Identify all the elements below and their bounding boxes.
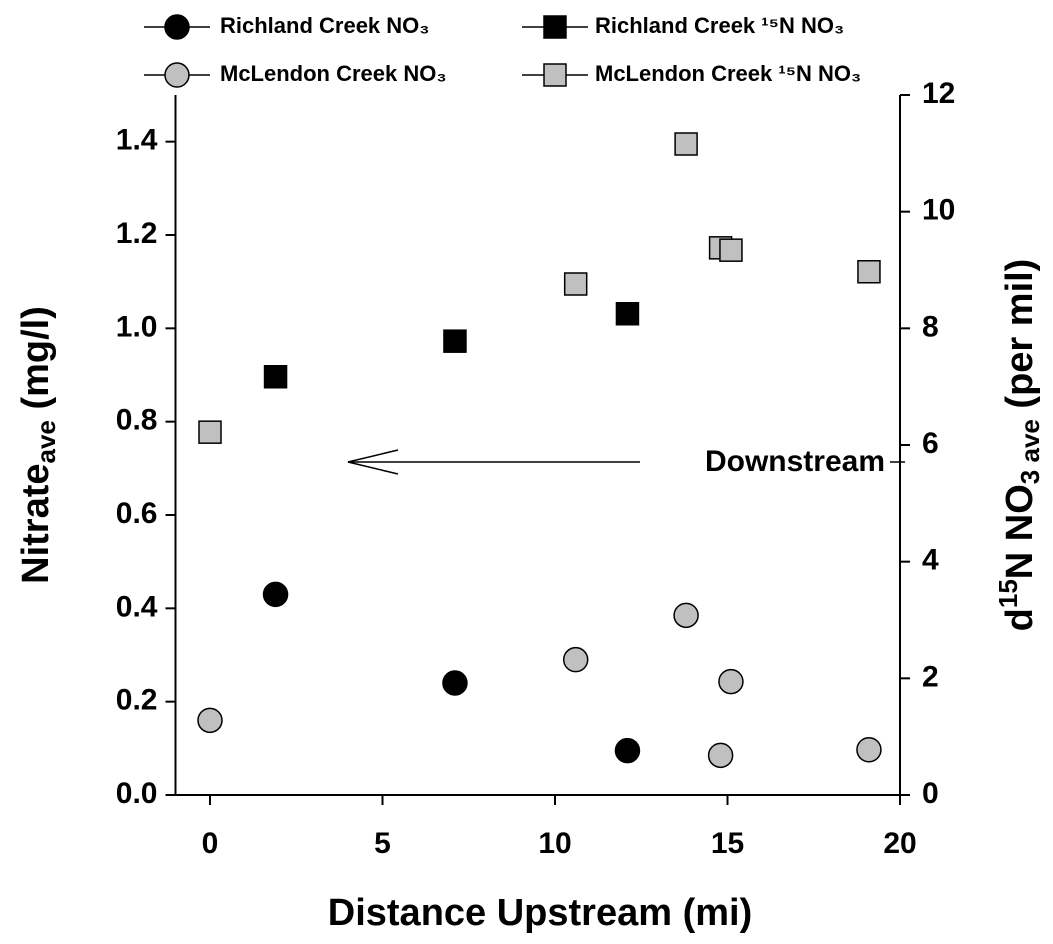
marker-square bbox=[674, 132, 698, 156]
y-tick-label: 0.4 bbox=[116, 590, 158, 623]
arrow-head bbox=[347, 449, 399, 475]
x-tick-label: 10 bbox=[538, 827, 571, 860]
x-tick-label: 5 bbox=[374, 827, 391, 860]
marker-square bbox=[443, 329, 467, 353]
y-tick-label: 0.2 bbox=[116, 684, 158, 717]
x-tick-label: 15 bbox=[711, 827, 744, 860]
y-label-part: (mg/l) bbox=[15, 306, 57, 420]
marker-square bbox=[198, 420, 222, 444]
marker-circle bbox=[262, 581, 289, 608]
x-tick-label: 0 bbox=[202, 827, 219, 860]
marker-square bbox=[615, 302, 640, 326]
marker-square bbox=[563, 272, 588, 296]
marker-square bbox=[857, 260, 881, 284]
annotation: Downstream bbox=[705, 445, 885, 478]
marker-circle bbox=[614, 737, 641, 764]
y2-label-sub: 3 ave bbox=[1015, 419, 1045, 484]
marker-square bbox=[263, 365, 288, 389]
marker-circle bbox=[442, 670, 468, 696]
y2-label-part: (per mil) bbox=[999, 259, 1041, 419]
y2-label-sup: 15 bbox=[993, 579, 1023, 608]
y-label-sub: ave bbox=[31, 420, 61, 463]
marker-square bbox=[543, 15, 567, 39]
y-tick-label: 0.8 bbox=[116, 404, 158, 437]
y2-tick-label: 6 bbox=[922, 427, 939, 460]
y2-tick-label: 4 bbox=[922, 544, 939, 577]
legend-label: McLendon Creek ¹⁵N NO₃ bbox=[595, 61, 861, 86]
marker-circle bbox=[197, 707, 223, 734]
y2-tick-label: 10 bbox=[922, 194, 955, 227]
legend-label: McLendon Creek NO₃ bbox=[220, 61, 447, 86]
y2-tick-label: 2 bbox=[922, 660, 939, 693]
y2-label-part: d bbox=[999, 608, 1041, 631]
legend-label: Richland Creek NO₃ bbox=[220, 13, 429, 38]
y-tick-label: 1.2 bbox=[116, 217, 158, 250]
legend-label: Richland Creek ¹⁵N NO₃ bbox=[595, 13, 844, 38]
x-tick-label: 20 bbox=[883, 827, 916, 860]
marker-circle bbox=[562, 646, 589, 673]
y2-axis-label: d15N NO3 ave (per mil) bbox=[993, 259, 1045, 632]
y-tick-label: 1.4 bbox=[116, 124, 158, 157]
y2-tick-label: 12 bbox=[922, 77, 955, 110]
y-tick-label: 0.0 bbox=[116, 777, 158, 810]
marker-circle bbox=[718, 668, 744, 695]
marker-square bbox=[719, 238, 743, 262]
marker-circle bbox=[856, 736, 882, 763]
marker-circle bbox=[707, 742, 734, 769]
annotation-bg bbox=[640, 442, 890, 482]
y-tick-label: 1.0 bbox=[116, 310, 158, 343]
y2-tick-label: 8 bbox=[922, 310, 939, 343]
marker-circle bbox=[164, 14, 190, 40]
marker-circle bbox=[164, 62, 190, 88]
marker-circle bbox=[673, 602, 699, 629]
x-axis-label: Distance Upstream (mi) bbox=[328, 892, 752, 934]
y-axis-label: Nitrateave (mg/l) bbox=[15, 306, 61, 584]
marker-square bbox=[543, 63, 567, 87]
y-tick-label: 0.6 bbox=[116, 497, 158, 530]
y2-tick-label: 0 bbox=[922, 777, 939, 810]
y2-label-part: N NO bbox=[999, 484, 1041, 579]
y-label-part: Nitrate bbox=[15, 464, 57, 584]
